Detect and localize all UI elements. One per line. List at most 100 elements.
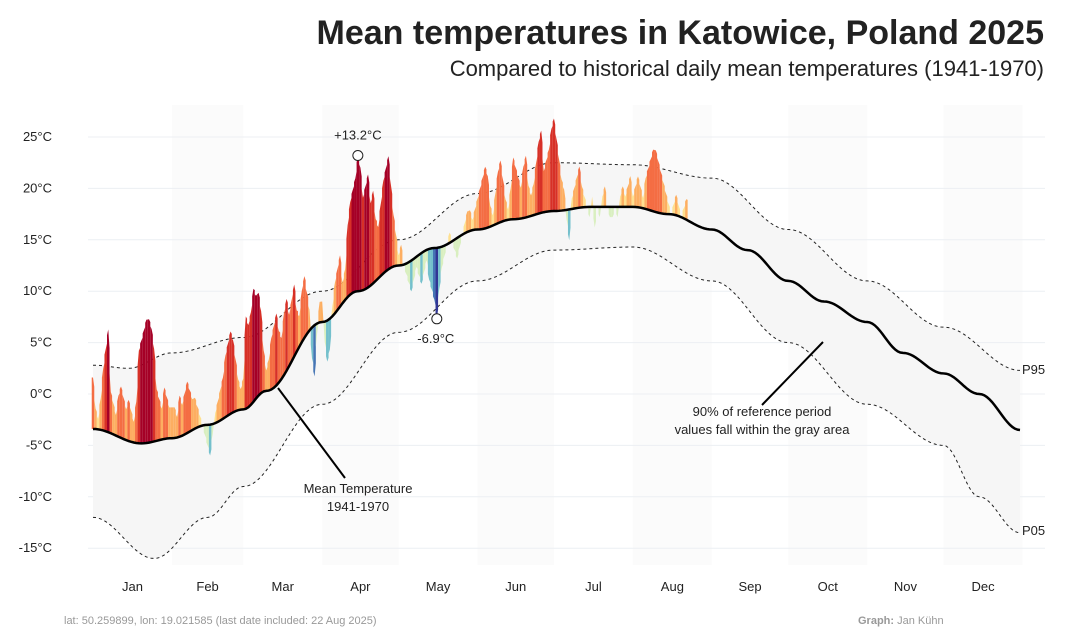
anomaly-bar: [295, 303, 299, 355]
anomaly-bar: [359, 164, 362, 292]
anomaly-bar: [534, 156, 538, 215]
gray-area-label: 90% of reference period: [693, 404, 832, 419]
anomaly-bar: [336, 264, 339, 312]
anomaly-bar: [565, 209, 568, 227]
anomaly-bar: [611, 206, 614, 218]
anomaly-bar: [140, 337, 143, 444]
anomaly-bar: [224, 351, 227, 418]
x-tick-label: Aug: [661, 579, 684, 594]
anomaly-bar: [328, 317, 332, 354]
anomaly-bar: [412, 257, 416, 284]
anomaly-bar: [94, 399, 97, 430]
anomaly-bar: [504, 194, 507, 221]
anomaly-bar: [354, 171, 357, 293]
anomaly-bar: [142, 326, 146, 444]
anomaly-bar: [422, 250, 426, 276]
anomaly-bar: [252, 288, 255, 404]
anomaly-bar: [129, 407, 133, 443]
anomaly-bar: [519, 181, 523, 219]
anomaly-bar: [152, 343, 156, 442]
anomaly-bar: [404, 262, 408, 277]
p05-line: [92, 246, 1021, 559]
anomaly-bar: [621, 186, 624, 207]
anomaly-bar: [343, 255, 347, 302]
anomaly-bar: [193, 397, 197, 430]
anomaly-bar: [483, 166, 487, 229]
anomaly-bar: [639, 183, 642, 208]
anomaly-bar: [264, 364, 268, 392]
anomaly-bar: [300, 285, 304, 345]
anomaly-bar: [285, 298, 288, 373]
anomaly-bar: [616, 206, 619, 218]
x-tick-label: Jun: [505, 579, 526, 594]
anomaly-bar: [529, 191, 533, 217]
anomaly-bar: [415, 255, 418, 272]
gray-area-leader-line: [761, 341, 824, 406]
min-label: -6.9°C: [417, 331, 454, 346]
anomaly-bar: [155, 377, 158, 442]
anomaly-bar: [560, 173, 563, 211]
y-tick-label: -5°C: [26, 437, 52, 452]
anomaly-bar: [662, 179, 665, 214]
anomaly-bar: [685, 199, 688, 221]
anomaly-bar: [231, 337, 235, 414]
anomaly-bar: [539, 130, 543, 214]
anomaly-bar: [473, 205, 477, 230]
anomaly-bar: [348, 197, 352, 296]
anomaly-bar: [99, 390, 102, 431]
anomaly-bar: [257, 292, 260, 398]
anomaly-bar: [672, 201, 675, 215]
anomaly-bar: [514, 164, 518, 220]
anomaly-bar: [112, 399, 115, 435]
anomaly-bar: [219, 385, 222, 422]
p05-label: P05: [1022, 523, 1045, 538]
anomaly-bar: [631, 190, 635, 207]
anomaly-bar: [305, 288, 309, 336]
anomaly-bar: [506, 203, 510, 221]
anomaly-bar: [183, 389, 186, 436]
anomaly-bar: [509, 179, 512, 220]
anomaly-bar: [578, 166, 581, 208]
anomaly-bar: [119, 386, 123, 439]
anomaly-bar: [160, 402, 164, 440]
anomaly-bar: [117, 393, 120, 438]
anomaly-bar: [241, 359, 245, 410]
x-tick-label: Apr: [350, 579, 371, 594]
x-tick-label: Jan: [122, 579, 143, 594]
anomaly-bar: [667, 200, 670, 215]
footer-credit: Graph: Jan Kühn: [858, 615, 944, 627]
anomaly-bar: [132, 416, 136, 443]
anomaly-bar: [188, 388, 192, 433]
anomaly-bar: [478, 185, 482, 230]
anomaly-bar: [399, 244, 403, 266]
anomaly-bar: [137, 347, 141, 444]
credit-name: Jan Kühn: [897, 615, 944, 627]
anomaly-bar: [608, 206, 612, 218]
anomaly-bar: [107, 329, 110, 433]
anomaly-bar: [570, 195, 574, 210]
anomaly-bar: [216, 397, 220, 423]
x-tick-label: Nov: [894, 579, 918, 594]
anomaly-bar: [313, 324, 316, 377]
anomaly-bar: [618, 193, 622, 207]
anomaly-bar: [114, 409, 118, 437]
anomaly-bar: [206, 424, 209, 449]
anomaly-bar: [542, 159, 546, 213]
anomaly-bar: [272, 321, 276, 389]
anomaly-bar: [185, 381, 189, 434]
y-tick-label: 15°C: [23, 232, 52, 247]
anomaly-bar: [476, 195, 479, 230]
anomaly-bar: [361, 188, 365, 291]
anomaly-bar: [448, 232, 451, 244]
anomaly-bar: [593, 206, 596, 228]
anomaly-bar: [501, 174, 505, 222]
anomaly-bar: [511, 157, 515, 220]
mean-label: Mean Temperature: [304, 481, 413, 496]
anomaly-bar: [275, 313, 278, 387]
y-tick-label: 25°C: [23, 129, 52, 144]
anomaly-bar: [438, 247, 441, 298]
anomaly-bar: [583, 193, 586, 208]
anomaly-bar: [191, 396, 194, 431]
anomaly-bar: [170, 407, 174, 439]
anomaly-bar: [427, 248, 431, 283]
